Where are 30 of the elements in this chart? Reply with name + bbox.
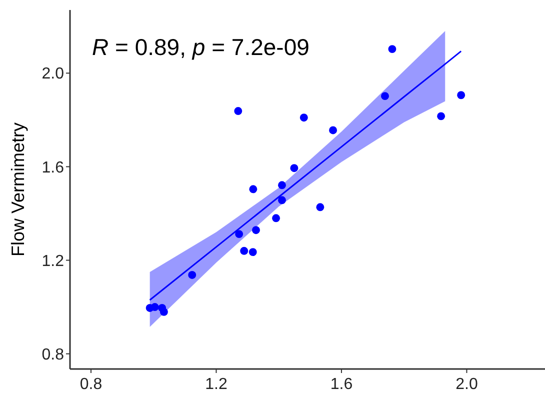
point [329,126,338,134]
point [290,164,298,172]
x-tick-label: 1.2 [205,376,228,393]
y-tick-label: 2.0 [42,66,64,83]
x-tick-label: 1.6 [330,376,353,393]
x-tick-label: 2.0 [456,376,478,393]
point [272,214,280,222]
point [150,303,159,312]
point [249,185,258,194]
x-tick-label: 0.8 [80,376,102,393]
point [457,91,466,100]
point [160,308,168,316]
point [248,248,257,256]
point [300,114,308,122]
point [437,112,446,120]
y-tick-label: 0.8 [42,346,64,364]
point [316,203,324,212]
point [235,230,244,238]
point [388,45,396,54]
point [252,226,260,234]
point [188,271,196,279]
point [240,246,248,255]
y-tick-label: 1.6 [42,159,64,176]
point [381,92,389,100]
point [234,107,242,116]
y-axis-title: Flow Vermimetry [8,122,28,257]
y-tick-label: 1.2 [42,252,64,270]
annotation: R = 0.89, p = 7.2e-09 [92,34,310,60]
point [278,181,286,190]
point [278,196,286,204]
